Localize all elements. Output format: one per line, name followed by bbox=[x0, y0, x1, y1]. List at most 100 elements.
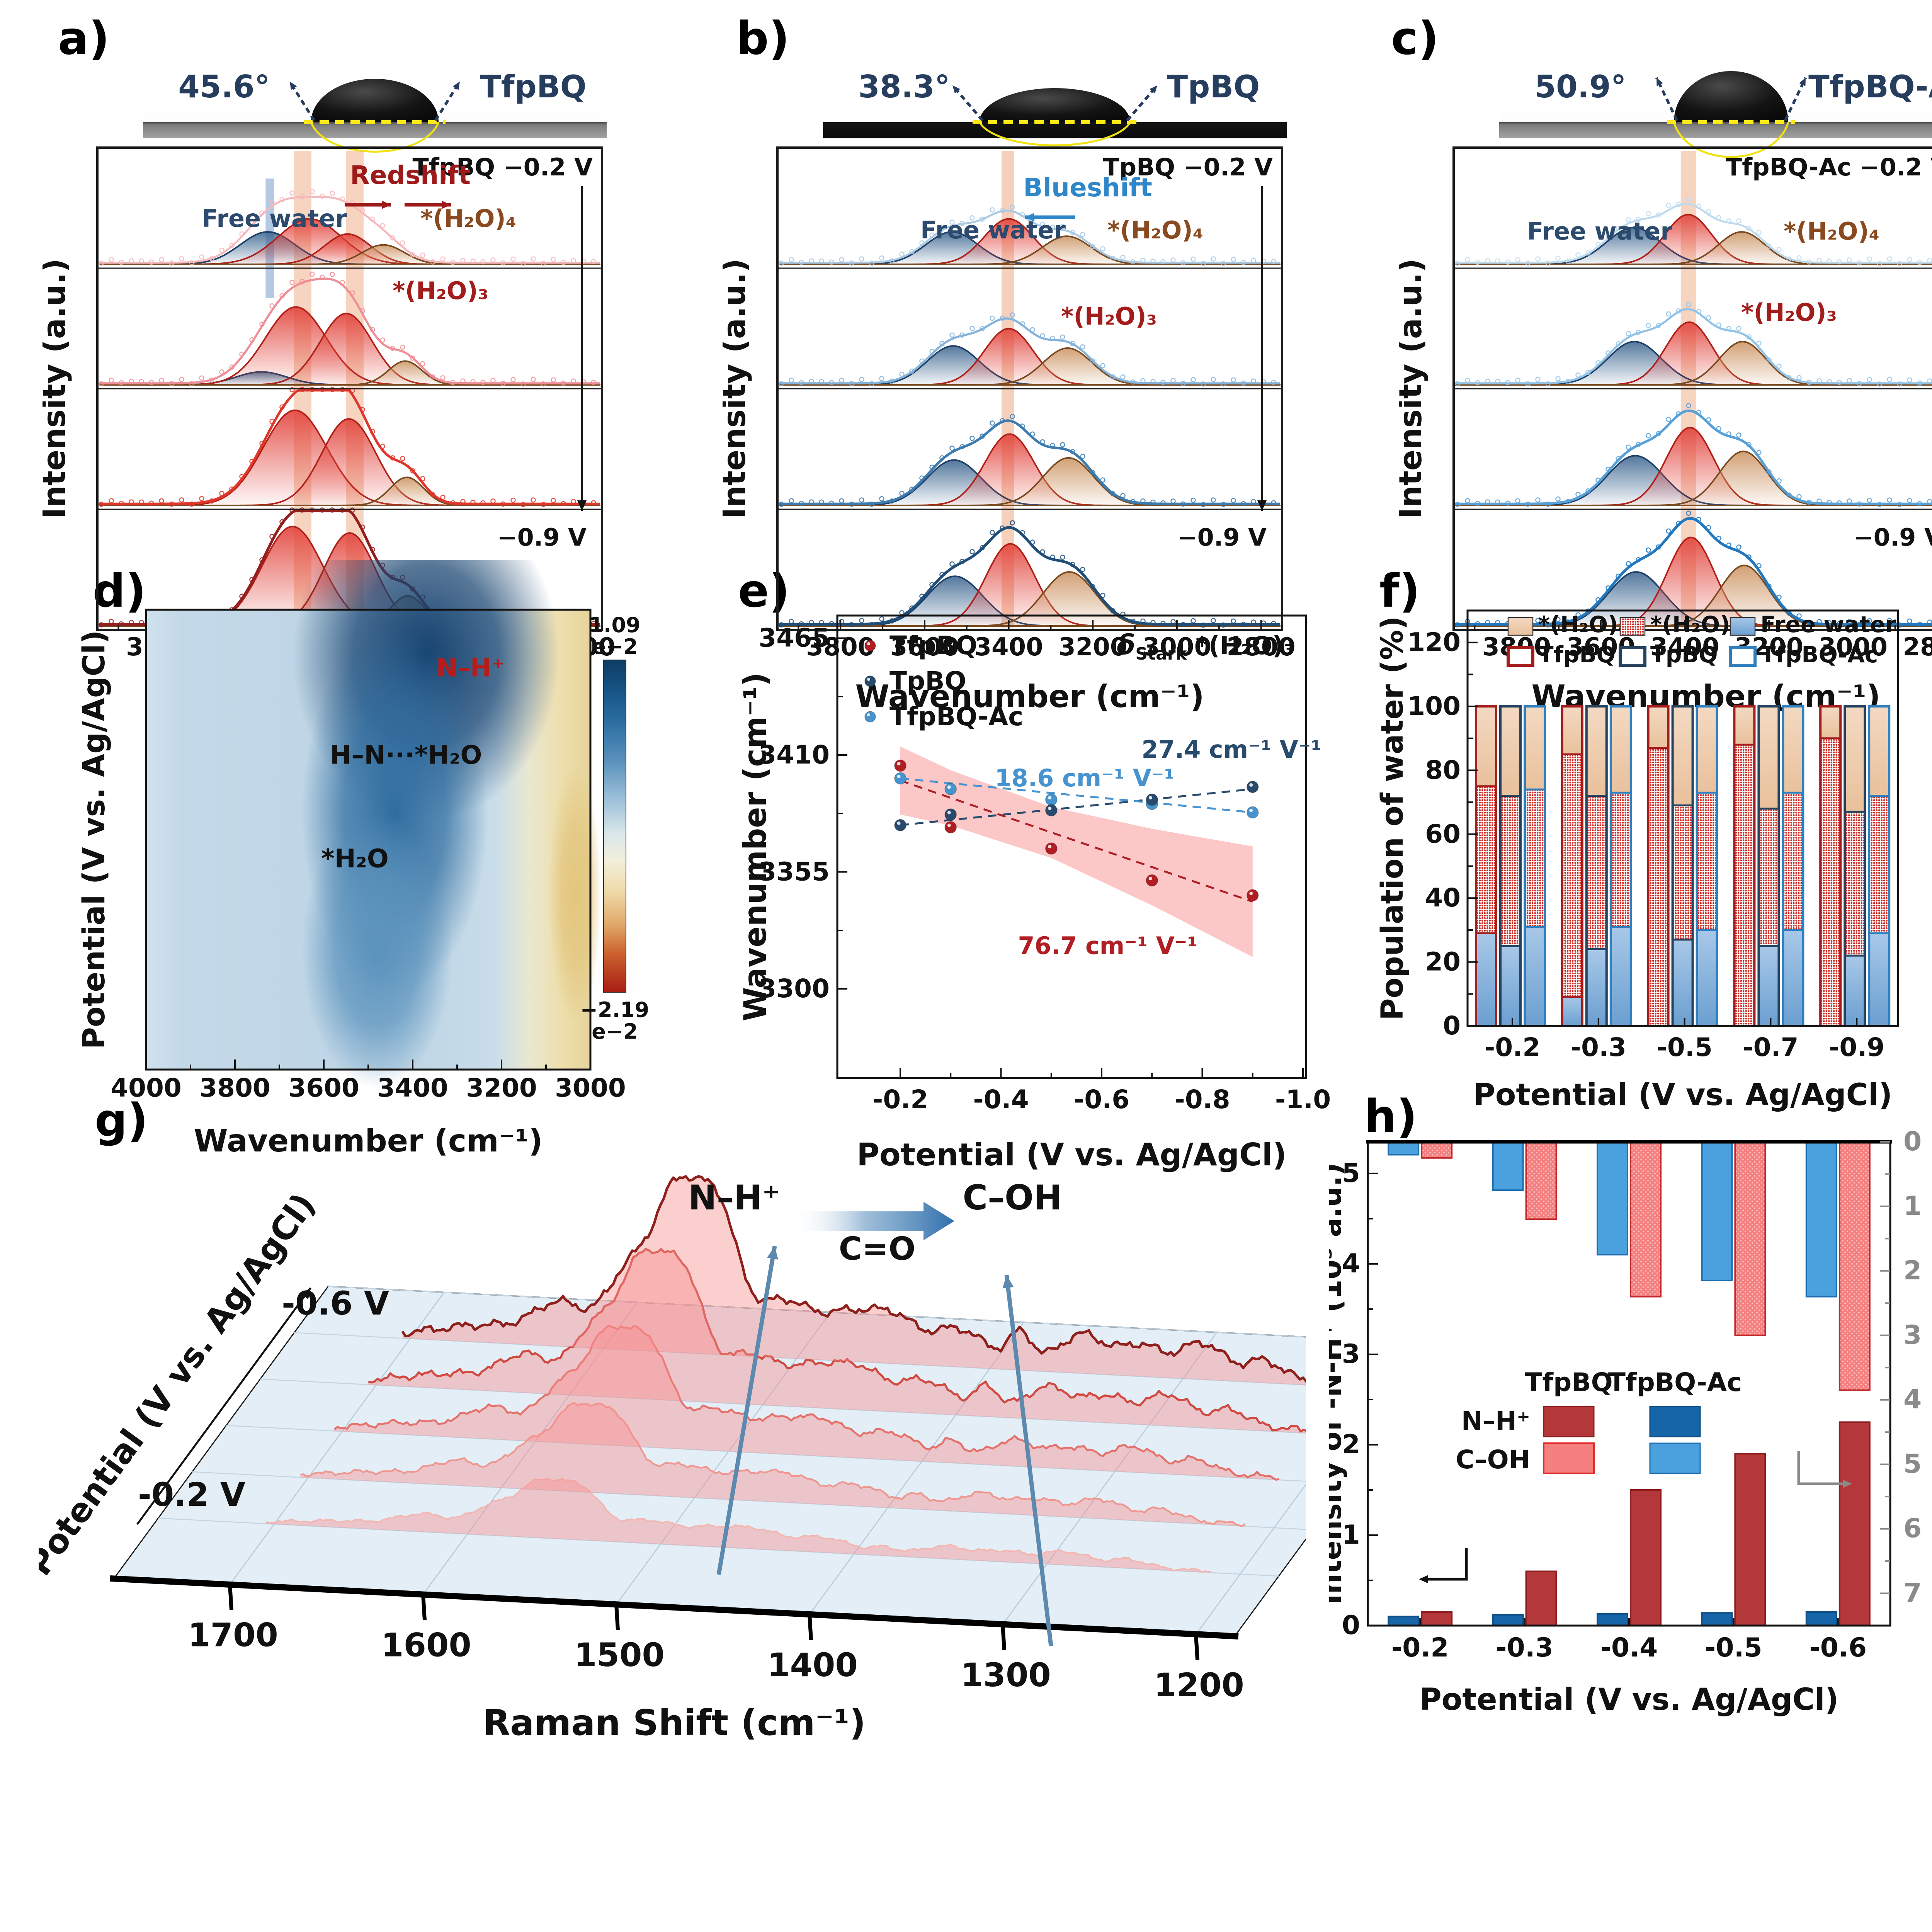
data-point-marker bbox=[1616, 226, 1621, 231]
data-point-marker bbox=[990, 530, 995, 535]
data-point-marker bbox=[410, 468, 415, 474]
data-point-marker bbox=[929, 582, 935, 587]
data-point-marker bbox=[249, 577, 255, 582]
data-point-marker bbox=[1575, 252, 1581, 258]
circle-shape bbox=[944, 808, 957, 821]
rect-shape bbox=[1845, 956, 1865, 1026]
legend-label: TfpBQ-Ac bbox=[1760, 641, 1878, 668]
data-point-marker bbox=[1867, 618, 1872, 624]
data-point-marker bbox=[839, 498, 844, 503]
data-point-marker bbox=[119, 621, 124, 627]
panel-letter-g: g) bbox=[95, 1094, 148, 1147]
legend-item: TfpBQ-Ac bbox=[864, 702, 1023, 731]
data-point-marker bbox=[460, 258, 466, 263]
data-point-marker bbox=[299, 194, 305, 199]
data-point-marker bbox=[1756, 340, 1762, 346]
line-shape bbox=[421, 1594, 427, 1620]
scatter-point bbox=[894, 759, 906, 772]
data-point-marker bbox=[1816, 498, 1822, 504]
data-point-marker bbox=[1786, 375, 1792, 381]
data-point-marker bbox=[199, 375, 204, 381]
data-point-marker bbox=[1465, 378, 1470, 383]
shift-annotation: Blueshift bbox=[1023, 173, 1152, 202]
data-point-marker bbox=[1595, 242, 1601, 247]
waterfall-plot: 1700 1600 1500 1400 1300 1200 -0.2 V -0.6 V N–H⁺… bbox=[110, 1175, 1306, 1704]
data-point-marker bbox=[561, 501, 566, 507]
contact-angle-value: 45.6° bbox=[178, 69, 270, 105]
data-point-marker bbox=[1251, 499, 1256, 504]
rect-shape bbox=[1697, 793, 1717, 930]
data-point-marker bbox=[1455, 622, 1460, 628]
data-point-marker bbox=[1050, 224, 1055, 230]
rect-shape bbox=[1697, 930, 1717, 1026]
h2o3-label: *(H₂O)₃ bbox=[1061, 302, 1157, 330]
coh-bar-tfpbqac bbox=[1597, 1141, 1628, 1256]
data-point-marker bbox=[1766, 583, 1772, 589]
rect-shape bbox=[1734, 745, 1755, 1026]
shift-annotation: Redshift bbox=[350, 160, 471, 190]
stacked-bar-TfpBQ-Ac bbox=[1868, 705, 1891, 1027]
data-point-marker bbox=[1020, 530, 1025, 536]
data-point-marker bbox=[480, 259, 486, 265]
data-point-marker bbox=[259, 557, 265, 563]
x-tick-label: -0.8 bbox=[1174, 1085, 1230, 1114]
data-point-marker bbox=[1060, 554, 1065, 560]
data-point-marker bbox=[249, 337, 255, 343]
colorbar-max: 1.09 bbox=[589, 613, 640, 637]
circle-shape bbox=[1148, 877, 1152, 880]
bottom-voltage-label: −0.9 V bbox=[1854, 523, 1932, 551]
data-point-marker bbox=[390, 455, 395, 461]
data-point-marker bbox=[1626, 331, 1631, 337]
data-point-marker bbox=[139, 499, 144, 505]
data-point-marker bbox=[279, 293, 285, 299]
data-point-marker bbox=[1201, 622, 1206, 628]
free-water-label: Free water bbox=[920, 216, 1066, 244]
y-tick-label: 40 bbox=[1425, 883, 1461, 913]
data-point-marker bbox=[1847, 619, 1852, 624]
rect-shape bbox=[1845, 811, 1865, 956]
data-point-marker bbox=[520, 261, 526, 266]
rect-shape bbox=[776, 146, 1283, 631]
stacked-bar-TfpBQ bbox=[1561, 705, 1583, 1027]
data-point-marker bbox=[1271, 259, 1276, 265]
data-point-marker bbox=[1917, 501, 1922, 507]
free-water-label: Free water bbox=[1527, 217, 1672, 245]
circle-shape bbox=[894, 772, 906, 785]
data-point-marker bbox=[1060, 442, 1065, 447]
data-point-marker bbox=[410, 252, 415, 258]
data-point-marker bbox=[1495, 499, 1500, 505]
trace-line bbox=[368, 1248, 1306, 1433]
heatmap-annotation: H–N···*H₂O bbox=[330, 740, 482, 770]
data-point-marker bbox=[1877, 502, 1882, 507]
data-point-marker bbox=[949, 561, 955, 567]
data-point-marker bbox=[520, 502, 526, 507]
data-point-marker bbox=[879, 616, 884, 622]
rect-shape bbox=[1649, 1406, 1701, 1437]
data-point-marker bbox=[1130, 618, 1136, 624]
data-point-marker bbox=[939, 572, 945, 577]
data-point-marker bbox=[1827, 500, 1832, 505]
data-point-marker bbox=[1605, 233, 1611, 239]
colorbar: 1.09e−2−2.19e−2 bbox=[580, 613, 649, 1044]
line-shape bbox=[1194, 1634, 1199, 1660]
material-label: TpBQ bbox=[1167, 69, 1260, 105]
data-point-marker bbox=[310, 271, 315, 277]
data-point-marker bbox=[980, 434, 985, 439]
coh-bar-tfpbqac bbox=[1492, 1141, 1524, 1191]
data-point-marker bbox=[1170, 257, 1176, 263]
data-point-marker bbox=[839, 378, 844, 383]
data-point-marker bbox=[1221, 622, 1226, 628]
legend-row-nh: N–H⁺ bbox=[1461, 1406, 1530, 1436]
data-point-marker bbox=[480, 500, 486, 506]
circle-shape bbox=[1249, 783, 1253, 787]
data-point-marker bbox=[1776, 594, 1782, 600]
stacked-bar-TpBQ bbox=[1585, 705, 1608, 1027]
data-point-marker bbox=[1806, 379, 1812, 385]
data-point-marker bbox=[1110, 374, 1116, 380]
coh-bar-tfpbq bbox=[1525, 1141, 1557, 1220]
data-point-marker bbox=[531, 256, 536, 262]
data-point-marker bbox=[289, 280, 295, 285]
stacked-bar-TfpBQ bbox=[1647, 705, 1670, 1027]
legend-row-coh: C–OH bbox=[1456, 1445, 1530, 1475]
panel-letter-e: e) bbox=[738, 564, 790, 617]
